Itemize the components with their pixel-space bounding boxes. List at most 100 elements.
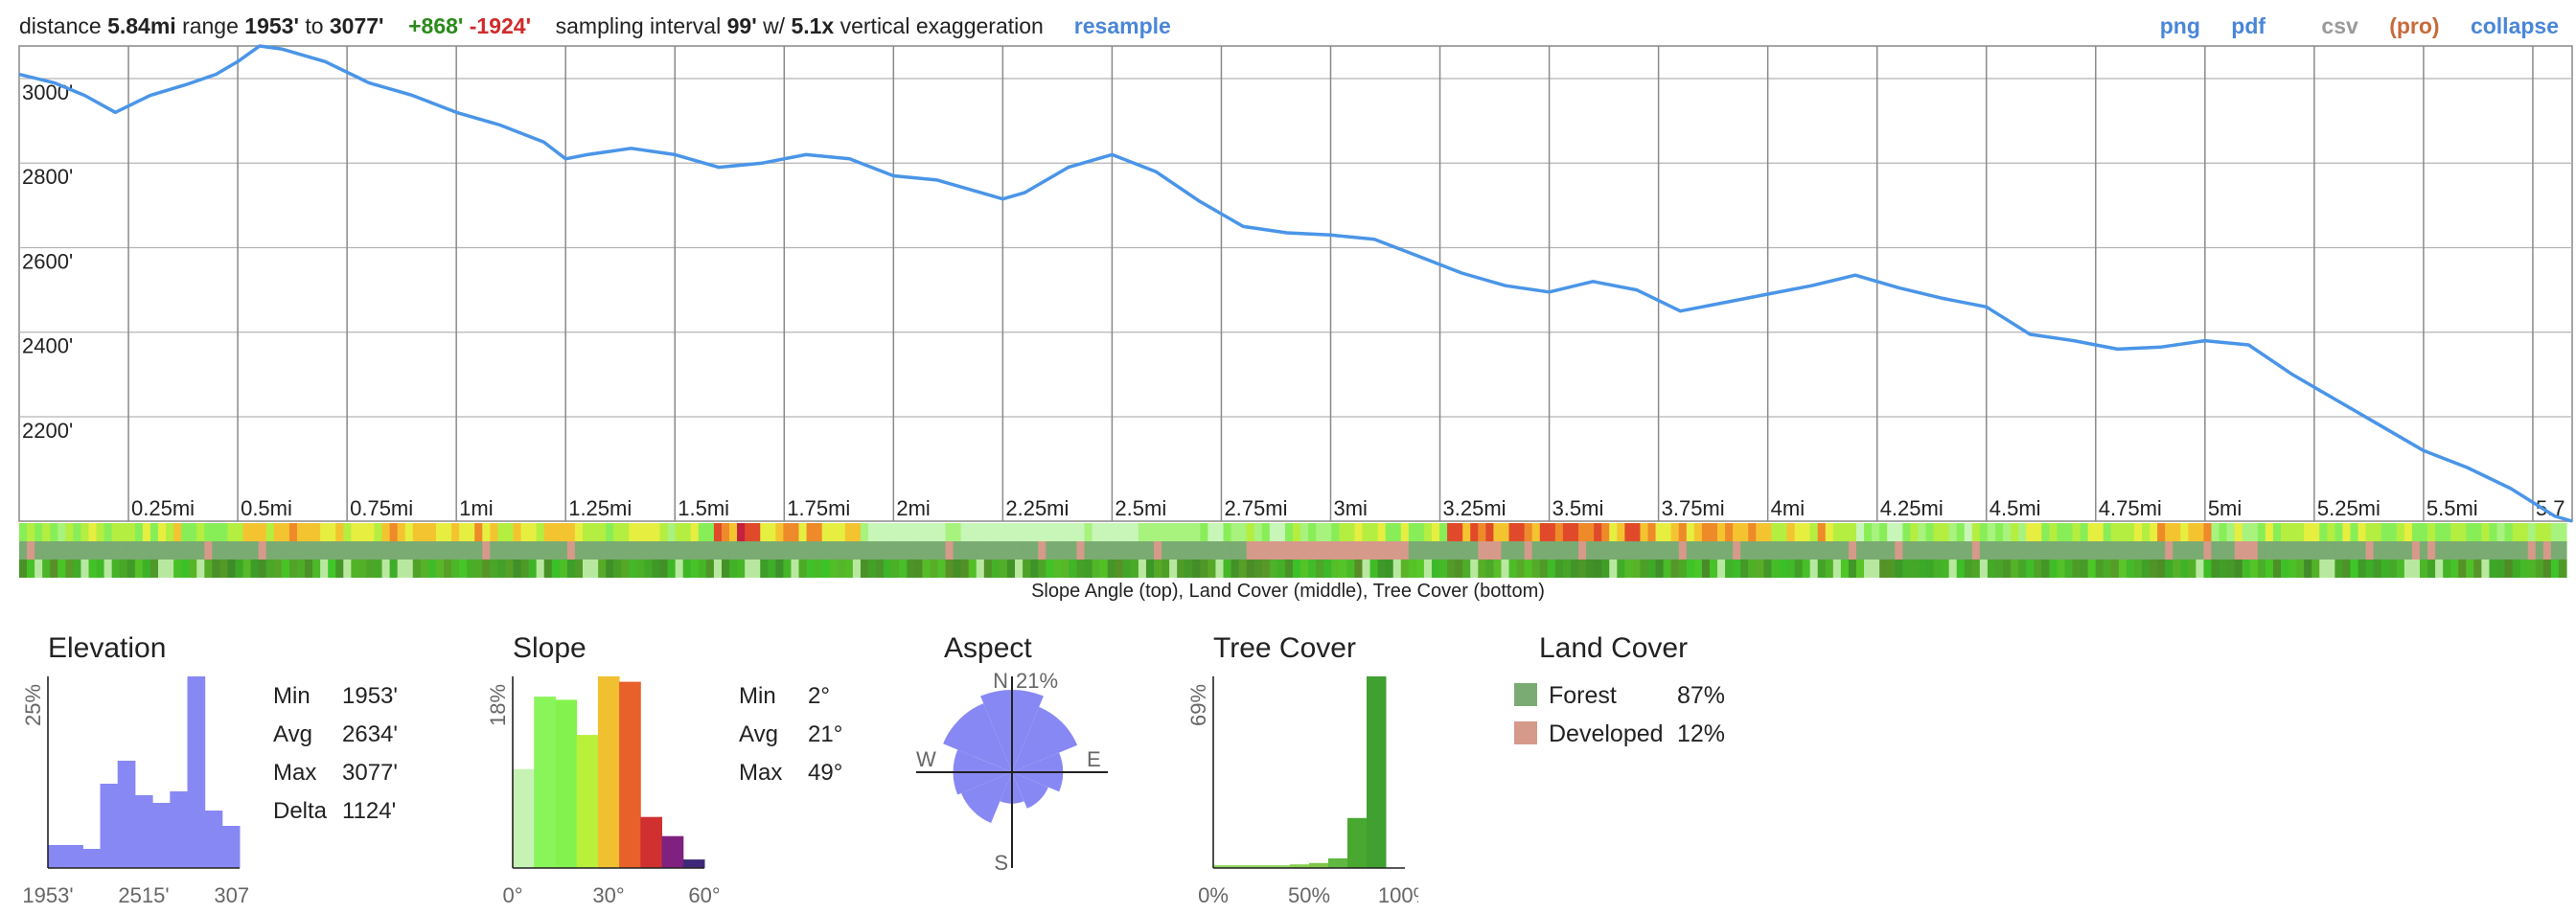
pdf-link[interactable]: pdf bbox=[2231, 13, 2266, 38]
tree-cover-strip-cell bbox=[2473, 560, 2482, 578]
slope-strip-cell bbox=[1478, 523, 1486, 541]
slope-strip-cell bbox=[2257, 523, 2266, 541]
exaggeration-label: vertical exaggeration bbox=[840, 13, 1044, 38]
tree-cover-strip-cell bbox=[705, 560, 715, 578]
slope-strip-cell bbox=[1362, 523, 1371, 541]
land-cover-strip-cell bbox=[320, 541, 329, 560]
tree-cover-strip-cell bbox=[1478, 560, 1486, 578]
slope-strip-cell bbox=[1586, 523, 1595, 541]
land-cover-strip-cell bbox=[775, 541, 784, 560]
land-cover-strip-cell bbox=[2373, 541, 2382, 560]
tree-cover-strip-cell bbox=[1415, 560, 1425, 578]
land-cover-strip-cell bbox=[1647, 541, 1657, 560]
slope-strip-cell bbox=[2373, 523, 2382, 541]
tree-cover-strip-cell bbox=[1400, 560, 1410, 578]
slope-strip-cell bbox=[1756, 523, 1764, 541]
tree-cover-strip-cell bbox=[876, 560, 885, 578]
tree-cover-strip-cell bbox=[582, 560, 591, 578]
slope-strip-cell bbox=[1006, 523, 1016, 541]
land-cover-strip-cell bbox=[1547, 541, 1556, 560]
slope-strip-cell bbox=[1030, 523, 1039, 541]
tree-cover-strip-cell bbox=[543, 560, 553, 578]
slope-strip-cell bbox=[2150, 523, 2158, 541]
land-cover-strip-cell bbox=[566, 541, 576, 560]
slope-strip-cell bbox=[721, 523, 730, 541]
tree-cover-strip-cell bbox=[1493, 560, 1503, 578]
land-cover-strip-cell bbox=[1964, 541, 1973, 560]
slope-strip-cell bbox=[1809, 523, 1819, 541]
tree-cover-strip-cell bbox=[1177, 560, 1185, 578]
tree-cover-strip-cell bbox=[1261, 560, 1271, 578]
tree-cover-strip-cell bbox=[2373, 560, 2382, 578]
tree-cover-strip-cell bbox=[937, 560, 947, 578]
slope-strip-cell bbox=[574, 523, 584, 541]
land-cover-strip-cell bbox=[675, 541, 684, 560]
slope-strip-cell bbox=[914, 523, 923, 541]
land-cover-strip-cell bbox=[1925, 541, 1935, 560]
elevation-profile-chart[interactable]: 3000' 2800' 2600' 2400' 2200' 0.25mi 0.5mi 0.7… bbox=[0, 44, 2576, 542]
tree-cover-strip-cell bbox=[119, 560, 128, 578]
tree-cover-strip-cell bbox=[613, 560, 622, 578]
profile-x-tick-label: 4mi bbox=[1771, 496, 1805, 520]
elevation-bar bbox=[221, 826, 241, 868]
png-link[interactable]: png bbox=[2159, 13, 2200, 38]
slope-strip-cell bbox=[2196, 523, 2205, 541]
slope-strip-cell bbox=[2411, 523, 2421, 541]
land-cover-strip-cell bbox=[451, 541, 460, 560]
aspect-s-label: S bbox=[994, 851, 1008, 875]
land-cover-strip-cell bbox=[1478, 541, 1486, 560]
profile-x-tick-label: 0.75mi bbox=[350, 496, 413, 520]
land-cover-strip-cell bbox=[945, 541, 954, 560]
slope-strip-cell bbox=[1431, 523, 1440, 541]
land-cover-strip-cell bbox=[1640, 541, 1649, 560]
tree-cover-strip-cell bbox=[374, 560, 383, 578]
slope-strip-cell bbox=[1493, 523, 1503, 541]
tree-cover-strip-cell bbox=[412, 560, 422, 578]
slope-strip-cell bbox=[358, 523, 368, 541]
land-cover-strip-cell bbox=[2103, 541, 2112, 560]
slope-strip-cell bbox=[1531, 523, 1541, 541]
slope-strip-cell bbox=[1269, 523, 1278, 541]
land-cover-strip-cell bbox=[2342, 541, 2352, 560]
land-cover-strip-cell bbox=[435, 541, 445, 560]
slope-strip-cell bbox=[2064, 523, 2074, 541]
slope-strip-cell bbox=[1994, 523, 2004, 541]
land-cover-strip-cell bbox=[1779, 541, 1788, 560]
tree-cover-strip-cell bbox=[1895, 560, 1903, 578]
land-cover-strip-cell bbox=[173, 541, 182, 560]
resample-link[interactable]: resample bbox=[1073, 13, 1171, 38]
slope-bar bbox=[597, 676, 620, 868]
land-cover-strip-cell bbox=[705, 541, 715, 560]
slope-strip-cell bbox=[1392, 523, 1402, 541]
land-cover-strip-cell bbox=[1238, 541, 1248, 560]
tree-cover-strip-cell bbox=[2196, 560, 2205, 578]
slope-bar bbox=[576, 735, 599, 868]
tree-cover-strip-cell bbox=[2057, 560, 2066, 578]
land-cover-strip-cell bbox=[444, 541, 452, 560]
slope-strip-cell bbox=[868, 523, 877, 541]
slope-strip-cell bbox=[2272, 523, 2282, 541]
elevation-bar bbox=[152, 803, 171, 868]
land-cover-strip-cell bbox=[88, 541, 98, 560]
tree-cover-strip-cell bbox=[1624, 560, 1633, 578]
land-cover-strip-cell bbox=[312, 541, 321, 560]
land-cover-strip-cell bbox=[698, 541, 707, 560]
slope-strip-cell bbox=[412, 523, 422, 541]
slope-stat-avg: Avg 21° bbox=[739, 716, 842, 754]
aspect-rose-chart: N 21% E S W bbox=[916, 671, 1108, 875]
csv-pro-link[interactable]: csv (pro) bbox=[2296, 13, 2439, 38]
slope-strip-cell bbox=[1254, 523, 1263, 541]
tree-cover-strip-cell bbox=[752, 560, 761, 578]
tree-cover-strip-cell bbox=[1872, 560, 1880, 578]
land-cover-strip-cell bbox=[258, 541, 267, 560]
slope-strip-cell bbox=[88, 523, 98, 541]
collapse-link[interactable]: collapse bbox=[2470, 13, 2559, 38]
land-cover-strip-cell bbox=[2142, 541, 2150, 560]
slope-strip-cell bbox=[1230, 523, 1240, 541]
tree-cover-strip-cell bbox=[775, 560, 784, 578]
land-cover-strip-cell bbox=[1254, 541, 1263, 560]
land-cover-strip-cell bbox=[2312, 541, 2320, 560]
tree-cover-strip-cell bbox=[1223, 560, 1232, 578]
land-cover-strip-cell bbox=[2550, 541, 2560, 560]
slope-strip-cell bbox=[551, 523, 561, 541]
